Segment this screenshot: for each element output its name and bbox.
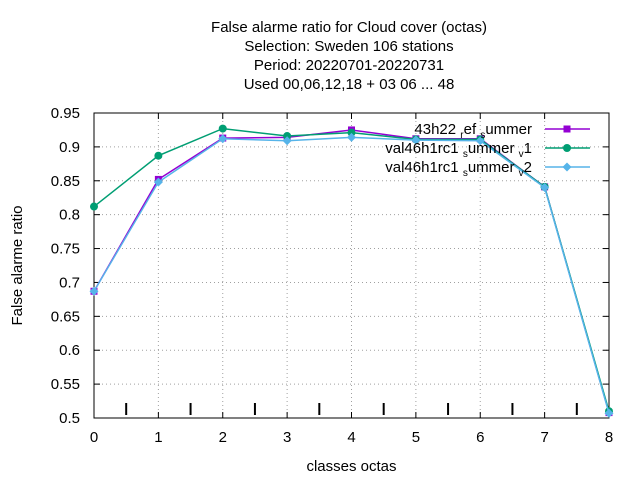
series-3 (89, 132, 614, 418)
data-point (540, 183, 550, 193)
legend-label: val46h1rc1 summer v1 (385, 140, 532, 160)
data-point (153, 177, 163, 187)
title-line-4: Used 00,06,12,18 + 03 06 ... 48 (244, 76, 455, 93)
data-point (604, 408, 614, 418)
grid (94, 113, 609, 418)
y-axis-label: False alarme ratio (9, 205, 26, 325)
data-point (283, 132, 292, 141)
y-tick-label: 0.5 (59, 410, 80, 427)
y-tick-label: 0.7 (59, 274, 80, 291)
data-point (475, 136, 485, 146)
data-point (411, 135, 421, 145)
data-point (218, 134, 228, 144)
x-tick-label: 4 (347, 429, 355, 446)
data-point (89, 286, 99, 296)
x-tick-label: 3 (283, 429, 291, 446)
x-tick-label: 8 (605, 429, 613, 446)
x-tick-label: 5 (412, 429, 420, 446)
legend-label: val46h1rc1 summer v2 (385, 159, 532, 179)
data-point (218, 124, 227, 133)
chart-title: False alarme ratio for Cloud cover (octa… (211, 19, 487, 93)
title-line-2: Selection: Sweden 106 stations (244, 38, 453, 55)
x-tick-label: 2 (219, 429, 227, 446)
y-tick-label: 0.65 (51, 308, 80, 325)
legend-marker (563, 144, 571, 152)
title-line-3: Period: 20220701-20220731 (254, 57, 444, 74)
series-lines (89, 124, 614, 418)
y-tick-label: 0.75 (51, 241, 80, 258)
legend-label: 43h22 ref summer (414, 121, 532, 141)
legend-marker (562, 162, 572, 172)
data-point (282, 136, 292, 146)
data-point (154, 151, 163, 160)
title-line-1: False alarme ratio for Cloud cover (octa… (211, 19, 487, 36)
data-point (90, 202, 98, 211)
y-tick-label: 0.55 (51, 376, 80, 393)
y-tick-label: 0.95 (51, 105, 80, 122)
data-point (347, 132, 356, 142)
y-tick-label: 0.85 (51, 173, 80, 190)
series-line (93, 136, 610, 414)
x-tick-label: 0 (90, 429, 98, 446)
x-tick-label: 7 (540, 429, 548, 446)
y-tick-label: 0.9 (59, 139, 80, 156)
x-tick-label: 6 (476, 429, 484, 446)
y-tick-label: 0.8 (59, 207, 80, 224)
x-axis-label: classes octas (306, 458, 396, 475)
y-tick-label: 0.6 (59, 342, 80, 359)
data-point (347, 128, 356, 137)
legend-marker (563, 125, 571, 133)
x-tick-label: 1 (154, 429, 162, 446)
